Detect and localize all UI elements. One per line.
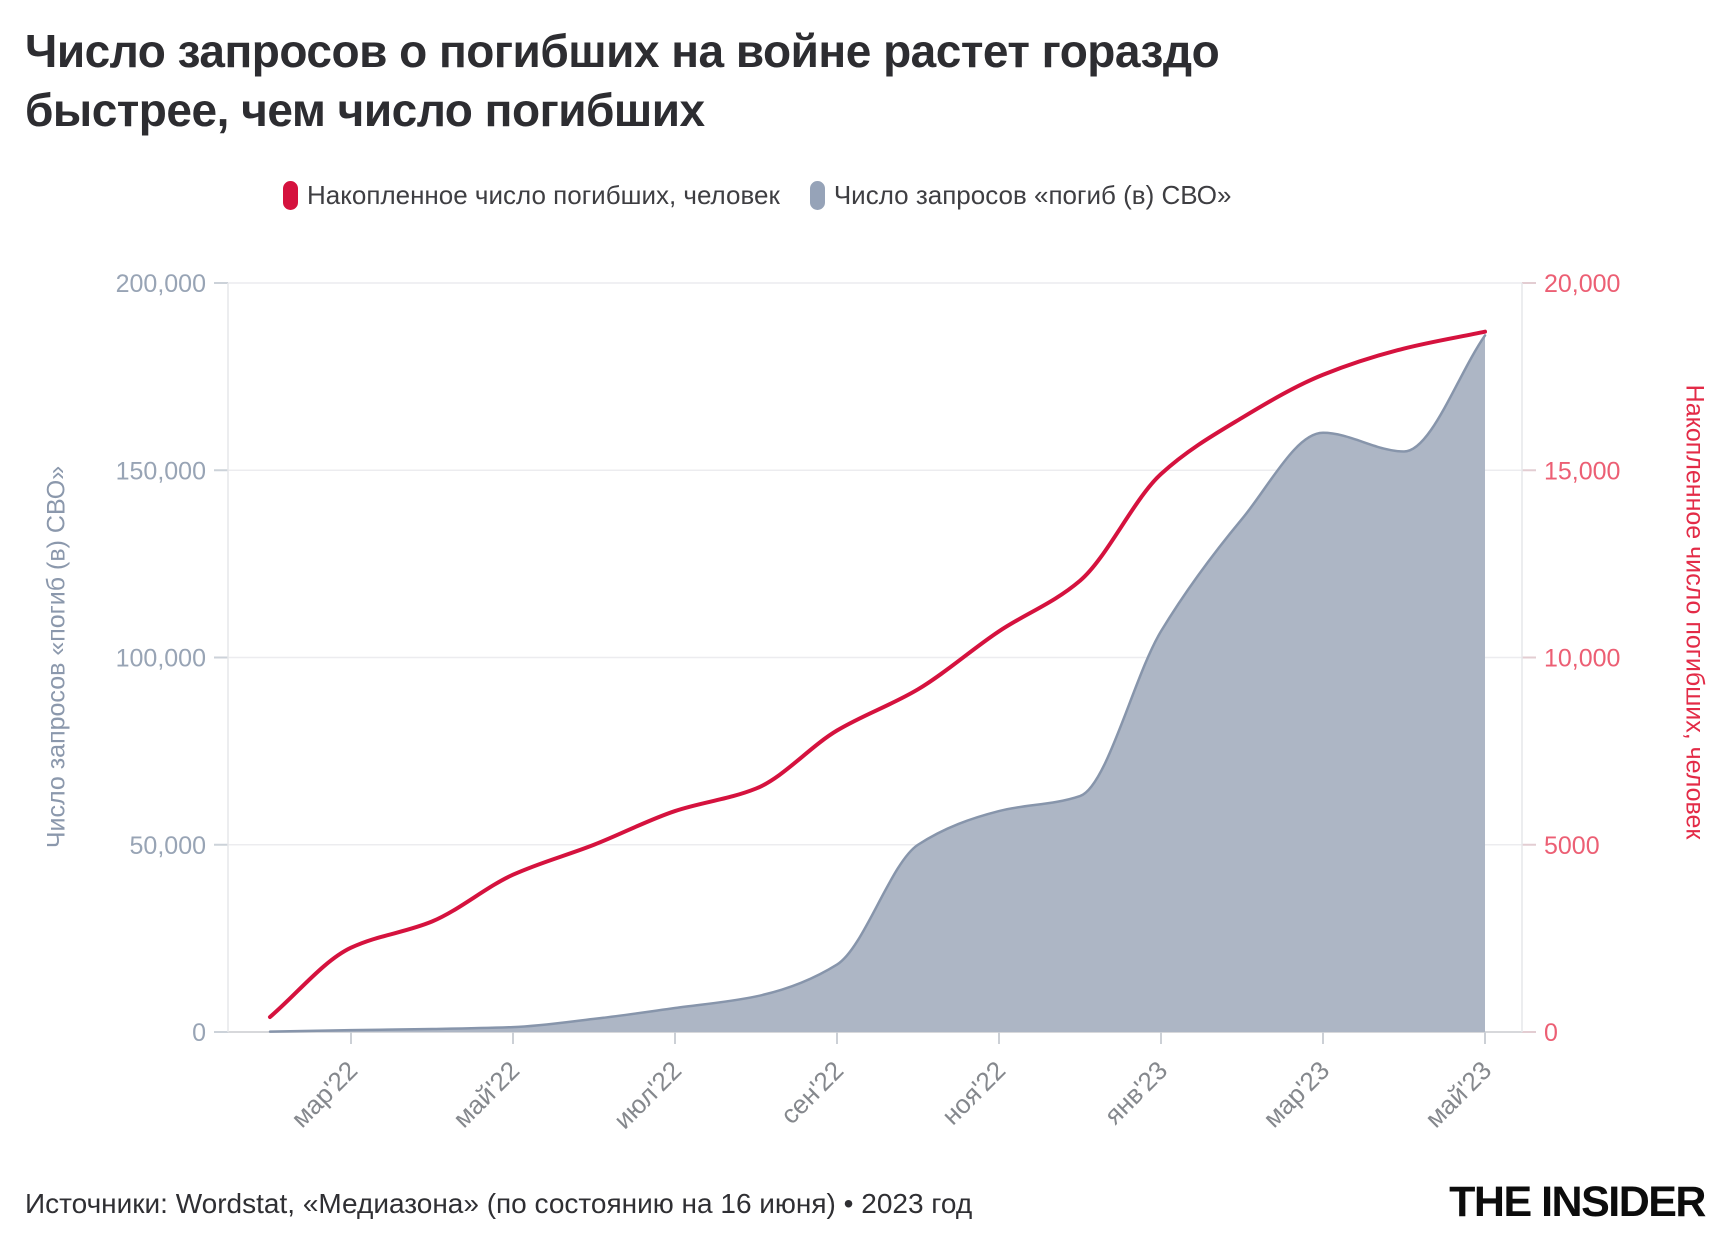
legend: Накопленное число погибших, человек Числ… (283, 180, 1231, 211)
x-tick-label: июл'22 (608, 1055, 688, 1135)
title-line-1: Число запросов о погибших на войне расте… (25, 25, 1220, 77)
requests-legend-label: Число запросов «погиб (в) СВО» (833, 180, 1232, 210)
x-tick-label: май'23 (1419, 1055, 1497, 1133)
y-right-tick-label: 0 (1544, 1019, 1558, 1047)
x-tick-label: янв'23 (1098, 1055, 1173, 1130)
requests-legend-swatch (809, 181, 825, 210)
deaths-line (268, 329, 1487, 1020)
y-right-tick-label: 20,000 (1544, 270, 1620, 298)
deaths-legend-swatch (283, 181, 298, 210)
legend-item-deaths: Накопленное число погибших, человек (283, 180, 780, 211)
requests-area-outline (268, 334, 1487, 1033)
y-left-tick-label: 150,000 (116, 457, 206, 485)
requests-area-fill (270, 335, 1485, 1032)
title-line-2: быстрее, чем число погибших (25, 83, 705, 136)
deaths-legend-label: Накопленное число погибших, человек (307, 180, 780, 210)
x-tick-label: мар'22 (285, 1055, 363, 1133)
legend-item-requests: Число запросов «погиб (в) СВО» (809, 180, 1232, 211)
the-insider-logo: THE INSIDER (1449, 1178, 1706, 1226)
y-right-tick-label: 5000 (1544, 832, 1600, 860)
x-tick-label: мар'23 (1257, 1055, 1335, 1133)
y-right-tick-label: 10,000 (1544, 645, 1620, 673)
y-left-tick-label: 50,000 (130, 832, 206, 860)
y-right-tick-label: 15,000 (1544, 457, 1620, 485)
x-tick-label: сен'22 (774, 1055, 849, 1130)
x-tick-label: май'22 (447, 1055, 525, 1133)
y-left-tick-label: 200,000 (116, 270, 206, 298)
page-title: Число запросов о погибших на войне расте… (25, 22, 1715, 140)
x-tick-label: ноя'22 (936, 1055, 1012, 1131)
y-left-tick-label: 0 (192, 1019, 206, 1047)
source-note: Источники: Wordstat, «Медиазона» (по сос… (25, 1188, 973, 1219)
y-left-tick-label: 100,000 (116, 645, 206, 673)
